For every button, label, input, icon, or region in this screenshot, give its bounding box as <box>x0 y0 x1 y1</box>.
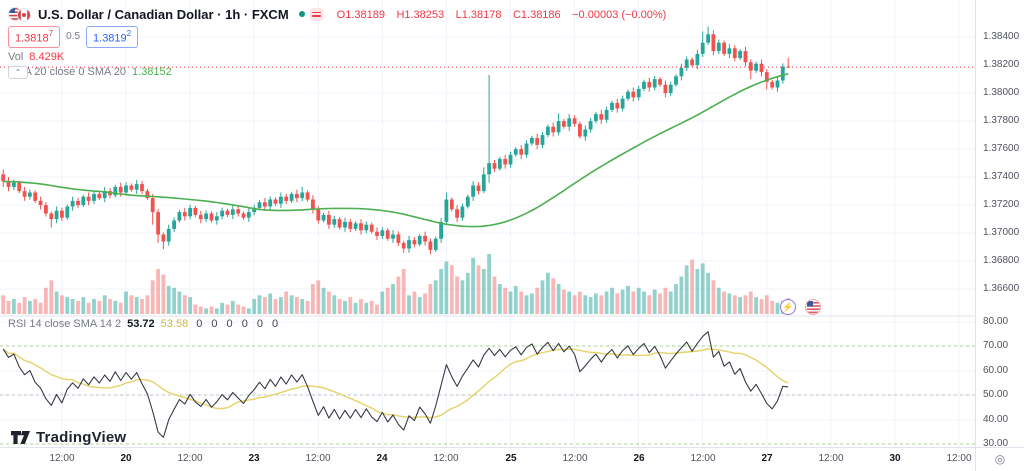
time-tick-label: 26 <box>633 453 645 464</box>
time-tick-label: 12:00 <box>433 453 459 464</box>
time-tick-label: 23 <box>248 453 260 464</box>
ema-indicator-label[interactable]: EMA 20 close 0 SMA 20 <box>8 65 127 78</box>
legend-row-quotes: 1.38187 0.5 1.38192 <box>8 26 673 48</box>
time-tick-label: 20 <box>120 453 132 464</box>
watchlist-icon[interactable] <box>309 7 323 21</box>
rsi-indicator-label[interactable]: RSI 14 close SMA 14 2 <box>8 318 122 330</box>
open-value: O1.38189 <box>336 9 385 21</box>
time-tick-label: 24 <box>376 453 388 464</box>
currency-pair-flags-icon <box>8 6 32 22</box>
volume-indicator-value: 8.429K <box>29 50 65 63</box>
rsi-tick-label: 40.00 <box>983 414 1009 425</box>
symbol-legend: U.S. Dollar / Canadian Dollar · 1h · FXC… <box>8 5 673 81</box>
collapse-legend-button[interactable]: ⌃ <box>8 66 28 79</box>
us-flag-icon <box>806 300 820 314</box>
chart-canvas[interactable] <box>0 0 975 447</box>
price-tick-label: 1.37400 <box>983 171 1020 182</box>
time-tick-label: 12:00 <box>946 453 972 464</box>
rsi-sma-value: 53.58 <box>160 318 189 330</box>
rsi-value: 53.72 <box>127 318 155 330</box>
ema-indicator-value: 1.38152 <box>132 65 172 78</box>
economic-event-lightning-icon[interactable]: ⚡ <box>780 299 796 315</box>
legend-row-title: U.S. Dollar / Canadian Dollar · 1h · FXC… <box>8 5 673 23</box>
ohlc-readout: O1.38189 H1.38253 L1.38178 C1.38186 −0.0… <box>337 5 674 23</box>
spread-value: 0.5 <box>66 31 81 43</box>
time-tick-label: 12:00 <box>818 453 844 464</box>
price-tick-label: 1.36600 <box>983 283 1020 294</box>
symbol-title[interactable]: U.S. Dollar / Canadian Dollar · 1h · FXC… <box>38 6 289 22</box>
close-value: C1.38186 <box>512 9 561 21</box>
price-tick-label: 1.38400 <box>983 31 1020 42</box>
price-tick-label: 1.38000 <box>983 87 1020 98</box>
rsi-tick-label: 30.00 <box>983 438 1009 449</box>
time-tick-label: 12:00 <box>49 453 75 464</box>
legend-row-volume: Vol 8.429K <box>8 51 673 63</box>
sell-price-button[interactable]: 1.38187 <box>8 26 61 48</box>
time-tick-label: 12:00 <box>562 453 588 464</box>
price-tick-label: 1.37200 <box>983 199 1020 210</box>
legend-row-ema: EMA 20 close 0 SMA 20 1.38152 <box>8 66 673 78</box>
time-tick-label: 12:00 <box>305 453 331 464</box>
rsi-tick-label: 50.00 <box>983 389 1009 400</box>
price-tick-label: 1.36800 <box>983 255 1020 266</box>
time-tick-label: 12:00 <box>690 453 716 464</box>
volume-indicator-label[interactable]: Vol <box>8 50 24 63</box>
high-value: H1.38253 <box>396 9 445 21</box>
rsi-extra-values: 0 0 0 0 0 0 <box>196 318 282 330</box>
rsi-legend: RSI 14 close SMA 14 2 53.72 53.58 0 0 0 … <box>8 318 281 330</box>
rsi-tick-label: 70.00 <box>983 340 1009 351</box>
time-tick-label: 25 <box>505 453 517 464</box>
price-axis[interactable]: CAD ▾ 1.38186 17:23 1.384001.382001.3800… <box>975 0 1024 449</box>
market-open-dot-icon <box>298 11 305 17</box>
rsi-tick-label: 60.00 <box>983 365 1009 376</box>
tradingview-mark-icon <box>11 431 30 444</box>
rsi-tick-label: 80.00 <box>983 316 1009 327</box>
time-tick-label: 12:00 <box>177 453 203 464</box>
time-tick-label: 27 <box>761 453 773 464</box>
price-tick-label: 1.37600 <box>983 143 1020 154</box>
price-tick-label: 1.37800 <box>983 115 1020 126</box>
low-value: L1.38178 <box>455 9 502 21</box>
buy-price-button[interactable]: 1.38192 <box>86 26 139 48</box>
price-tick-label: 1.38200 <box>983 59 1020 70</box>
axis-settings-icon[interactable]: ◎ <box>975 447 1024 471</box>
time-tick-label: 30 <box>889 453 901 464</box>
tradingview-logo-text: TradingView <box>36 429 127 446</box>
time-axis[interactable]: 12:00 20 12:00 23 12:00 24 12:00 25 12:00 26 12:00… <box>0 447 975 471</box>
price-tick-label: 1.37000 <box>983 227 1020 238</box>
us-economic-event-flag-icon[interactable] <box>805 299 821 315</box>
tradingview-logo[interactable]: TradingView <box>10 429 126 446</box>
change-value: −0.00003 (−0.00%) <box>572 9 667 21</box>
